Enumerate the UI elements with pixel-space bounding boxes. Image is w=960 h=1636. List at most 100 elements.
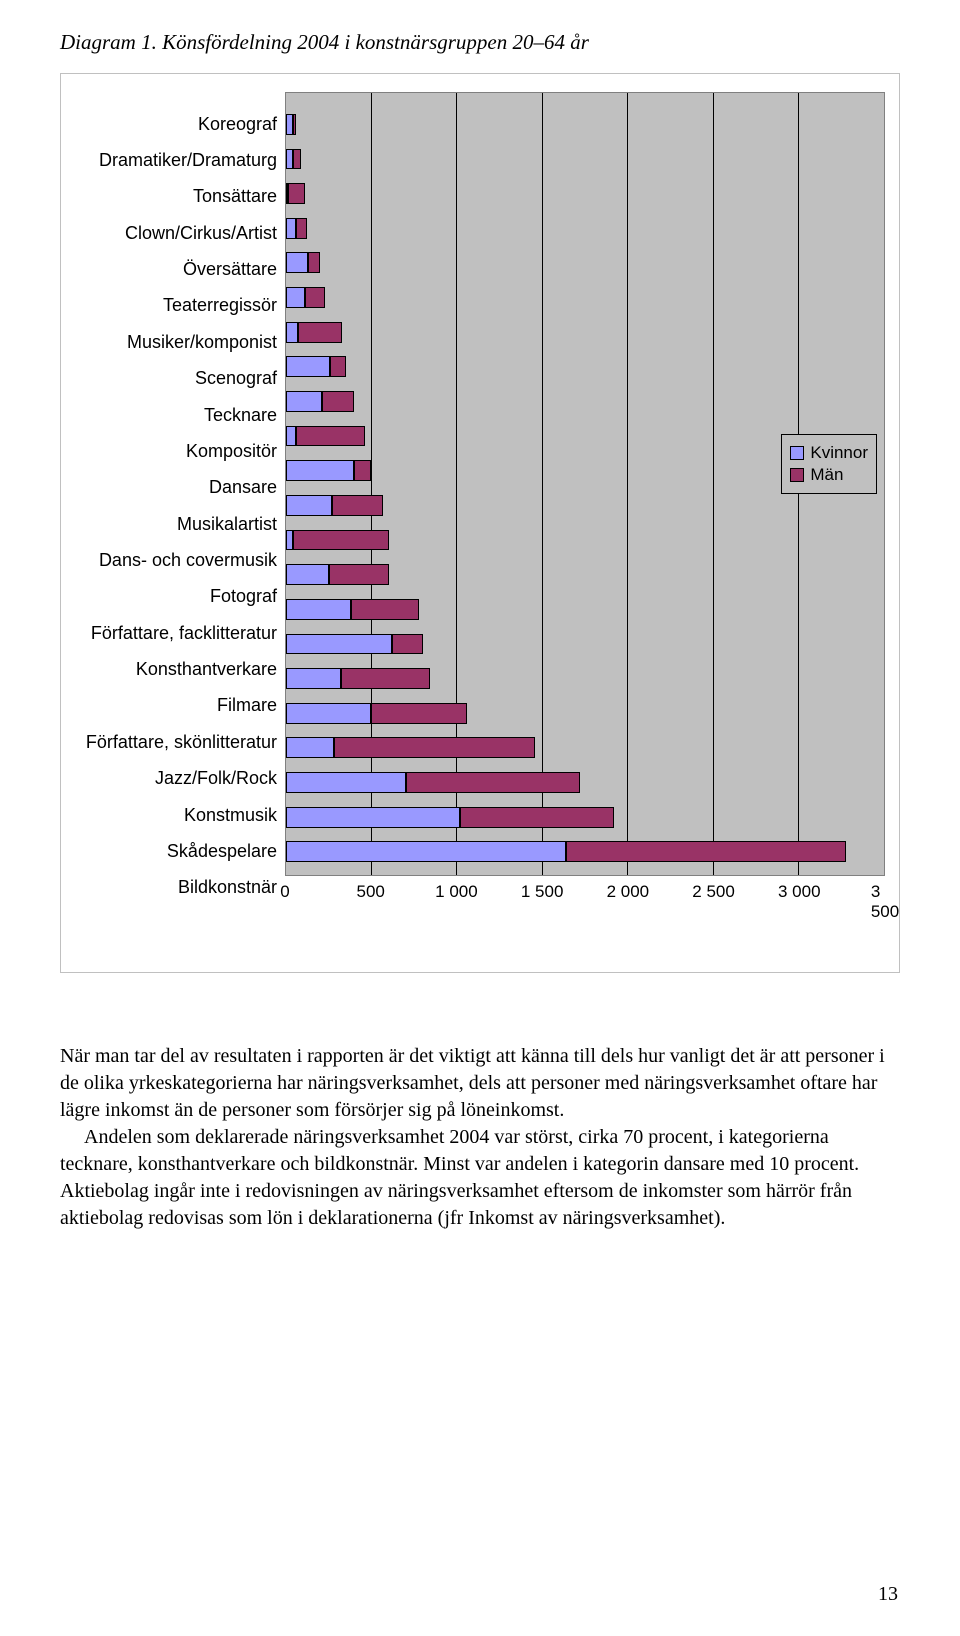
bar-segment-kvinnor <box>286 322 298 343</box>
category-label: Dramatiker/Dramaturg <box>75 142 285 178</box>
bar-segment-man <box>296 426 364 447</box>
bar-row <box>286 834 884 869</box>
bar-segment-man <box>293 149 302 170</box>
bar-segment-kvinnor <box>286 564 329 585</box>
bar-segment-kvinnor <box>286 287 305 308</box>
legend-swatch-kvinnor <box>790 446 804 460</box>
bar-segment-man <box>354 460 371 481</box>
bar-segment-man <box>288 183 305 204</box>
bar-segment-kvinnor <box>286 530 293 551</box>
bar-segment-man <box>406 772 580 793</box>
bar-row <box>286 349 884 384</box>
bar-segment-man <box>293 530 389 551</box>
category-label: Teaterregissör <box>75 288 285 324</box>
bar-row <box>286 142 884 177</box>
category-label: Jazz/Folk/Rock <box>75 760 285 796</box>
x-tick-label: 3 000 <box>778 882 821 902</box>
x-tick-label: 1 500 <box>521 882 564 902</box>
bar-segment-kvinnor <box>286 460 354 481</box>
bar-segment-kvinnor <box>286 599 351 620</box>
x-axis: 05001 0001 5002 0002 5003 0003 500 <box>285 882 885 912</box>
bar-segment-kvinnor <box>286 703 371 724</box>
category-label: Musikalartist <box>75 506 285 542</box>
category-label: Konstmusik <box>75 797 285 833</box>
bar-segment-kvinnor <box>286 841 566 862</box>
category-label: Skådespelare <box>75 833 285 869</box>
bar-row <box>286 384 884 419</box>
bar-segment-kvinnor <box>286 218 296 239</box>
bar-row <box>286 107 884 142</box>
category-label: Dansare <box>75 470 285 506</box>
category-label: Dans- och covermusik <box>75 542 285 578</box>
bar-row <box>286 315 884 350</box>
legend-item-kvinnor: Kvinnor <box>790 443 868 463</box>
bar-row <box>286 523 884 558</box>
category-labels: KoreografDramatiker/DramaturgTonsättareC… <box>75 92 285 912</box>
bar-row <box>286 800 884 835</box>
body-text: När man tar del av resultaten i rapporte… <box>60 1043 900 1232</box>
bar-segment-man <box>341 668 430 689</box>
bar-segment-man <box>296 218 306 239</box>
bar-segment-kvinnor <box>286 668 341 689</box>
bar-segment-man <box>305 287 326 308</box>
category-label: Koreograf <box>75 106 285 142</box>
category-label: Författare, facklitteratur <box>75 615 285 651</box>
bar-segment-man <box>351 599 419 620</box>
bar-segment-kvinnor <box>286 634 392 655</box>
bar-row <box>286 731 884 766</box>
category-label: Filmare <box>75 688 285 724</box>
category-label: Bildkonstnär <box>75 870 285 906</box>
category-label: Scenograf <box>75 361 285 397</box>
category-label: Fotograf <box>75 579 285 615</box>
bar-segment-kvinnor <box>286 391 322 412</box>
bar-row <box>286 592 884 627</box>
bar-segment-kvinnor <box>286 252 308 273</box>
category-label: Clown/Cirkus/Artist <box>75 215 285 251</box>
chart-container: KoreografDramatiker/DramaturgTonsättareC… <box>60 73 900 973</box>
bar-segment-kvinnor <box>286 772 406 793</box>
bar-segment-man <box>460 807 614 828</box>
bar-segment-man <box>298 322 342 343</box>
bar-segment-man <box>334 737 536 758</box>
bar-row <box>286 557 884 592</box>
bar-segment-kvinnor <box>286 807 460 828</box>
paragraph-1: När man tar del av resultaten i rapporte… <box>60 1043 900 1124</box>
legend-swatch-man <box>790 468 804 482</box>
bar-row <box>286 211 884 246</box>
bar-segment-man <box>322 391 354 412</box>
legend: Kvinnor Män <box>781 434 877 494</box>
category-label: Tonsättare <box>75 179 285 215</box>
bar-row <box>286 627 884 662</box>
category-label: Författare, skönlitteratur <box>75 724 285 760</box>
bar-segment-man <box>330 356 345 377</box>
paragraph-2: Andelen som deklarerade näringsverksamhe… <box>60 1124 900 1232</box>
x-tick-label: 2 000 <box>607 882 650 902</box>
bar-segment-kvinnor <box>286 737 334 758</box>
bar-segment-man <box>332 495 383 516</box>
bar-segment-man <box>308 252 320 273</box>
bar-segment-kvinnor <box>286 114 293 135</box>
bar-row <box>286 661 884 696</box>
diagram-title: Diagram 1. Könsfördelning 2004 i konstnä… <box>60 30 900 55</box>
page-number: 13 <box>878 1583 898 1606</box>
x-tick-label: 1 000 <box>435 882 478 902</box>
bar-row <box>286 176 884 211</box>
legend-label-man: Män <box>810 465 843 485</box>
category-label: Kompositör <box>75 433 285 469</box>
bar-segment-man <box>329 564 389 585</box>
x-tick-label: 500 <box>357 882 385 902</box>
category-label: Musiker/komponist <box>75 324 285 360</box>
bar-row <box>286 246 884 281</box>
x-tick-label: 0 <box>280 882 289 902</box>
category-label: Tecknare <box>75 397 285 433</box>
bar-segment-man <box>293 114 296 135</box>
bar-segment-kvinnor <box>286 495 332 516</box>
plot-wrap: 05001 0001 5002 0002 5003 0003 500 <box>285 92 885 912</box>
bar-row <box>286 696 884 731</box>
bar-segment-man <box>566 841 846 862</box>
bar-segment-kvinnor <box>286 149 293 170</box>
category-label: Översättare <box>75 251 285 287</box>
x-tick-label: 3 500 <box>871 882 899 922</box>
bar-row <box>286 765 884 800</box>
bar-segment-kvinnor <box>286 356 330 377</box>
